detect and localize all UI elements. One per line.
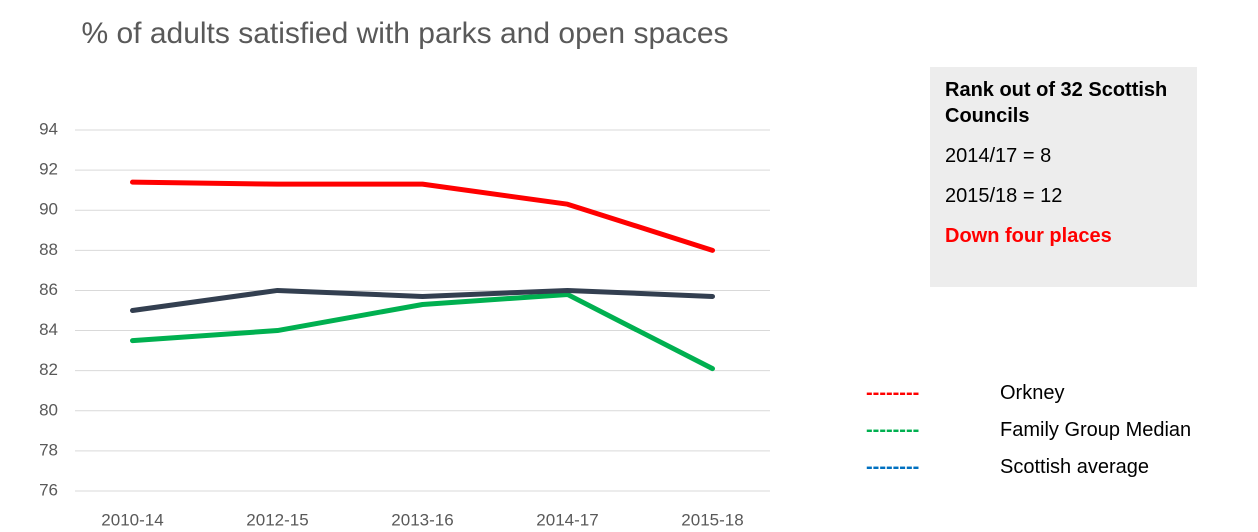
legend-label: Family Group Median [1000, 419, 1192, 441]
legend-label: Scottish average [1000, 456, 1149, 478]
y-tick-label: 92 [39, 160, 58, 179]
y-tick-label: 90 [39, 200, 58, 219]
legend-marker: -------- [866, 419, 920, 441]
series-line [130, 287, 715, 313]
y-tick-label: 80 [39, 400, 58, 419]
y-tick-label: 88 [39, 240, 58, 259]
series-line [130, 179, 715, 253]
x-tick-label: 2013-16 [391, 510, 453, 529]
legend-marker: -------- [866, 382, 920, 404]
legend-marker: -------- [866, 456, 920, 478]
x-tick-label: 2015-18 [681, 510, 743, 529]
rank-summary: Down four places [945, 225, 1112, 247]
legend-entry: -------- Scottish average [866, 454, 1149, 480]
legend-label: Orkney [1000, 382, 1065, 404]
rank-box: Rank out of 32 Scottish Councils 2014/17… [930, 67, 1197, 287]
x-tick-label: 2012-15 [246, 510, 308, 529]
y-tick-label: 78 [39, 440, 58, 459]
y-tick-label: 94 [39, 119, 58, 138]
y-tick-label: 82 [39, 360, 58, 379]
y-tick-label: 86 [39, 280, 58, 299]
rank-line: 2014/17 = 8 [945, 145, 1052, 167]
y-tick-label: 84 [39, 320, 58, 339]
x-tick-label: 2010-14 [101, 510, 163, 529]
series-line [130, 291, 715, 372]
x-tick-label: 2014-17 [536, 510, 598, 529]
rank-line: 2015/18 = 12 [945, 185, 1063, 207]
chart-title: % of adults satisfied with parks and ope… [81, 17, 729, 50]
legend-entry: -------- Family Group Median [866, 417, 1191, 443]
legend-entry: -------- Orkney [866, 380, 1064, 406]
rank-heading: Rank out of 32 Scottish Councils [945, 79, 1168, 127]
y-tick-label: 76 [39, 480, 58, 499]
